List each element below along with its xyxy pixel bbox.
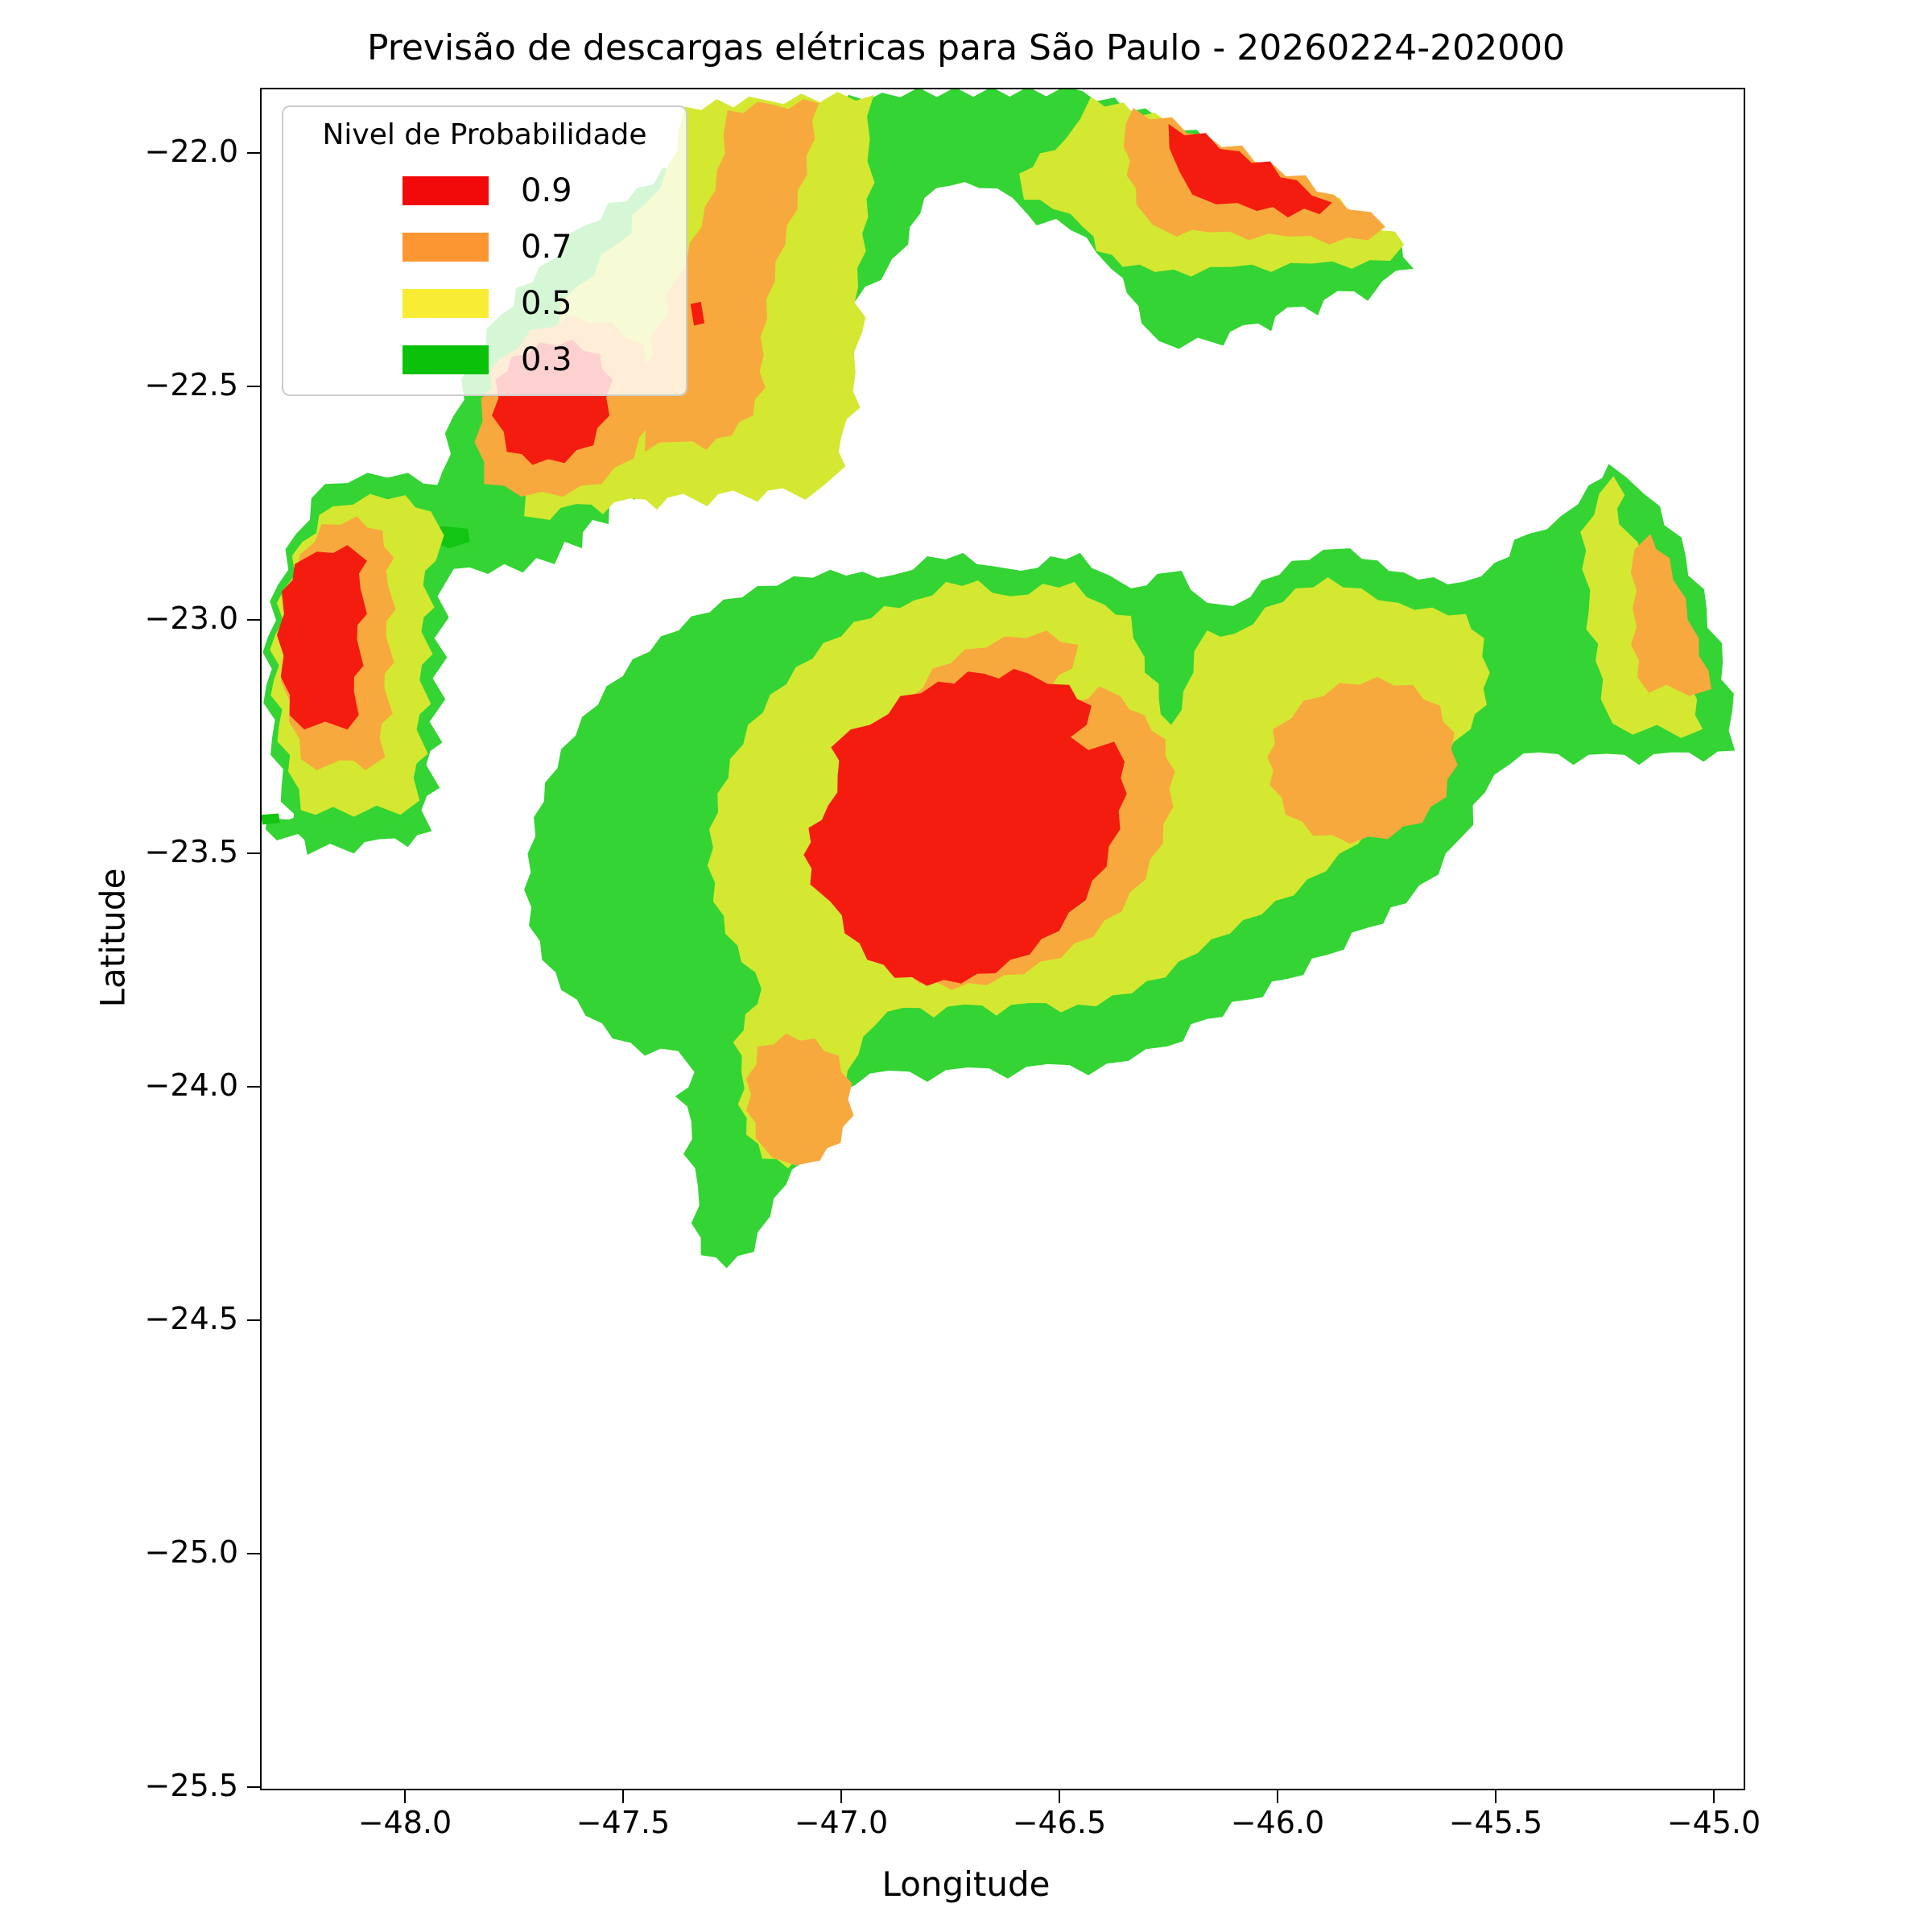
y-tick-mark [247, 151, 260, 155]
legend-item-0.9: 0.9 [283, 166, 686, 216]
y-tick-label: −22.5 [144, 367, 238, 403]
contour-region-central-east-orange [1267, 676, 1458, 844]
x-tick-label: −47.5 [576, 1805, 671, 1840]
contour-region-east-wedge-orange [1630, 534, 1711, 696]
legend-swatch-yellow [402, 289, 489, 318]
contour-region-west-strip-green [265, 811, 417, 841]
legend-title: Nivel de Probabilidade [322, 118, 647, 151]
x-tick-label: −46.5 [1012, 1805, 1107, 1840]
x-tick-label: −47.0 [794, 1805, 889, 1840]
y-tick-mark [247, 1785, 260, 1789]
contour-map [262, 89, 1736, 1269]
x-tick-label: −45.0 [1666, 1805, 1761, 1840]
y-tick-mark [247, 385, 260, 388]
contour-region-central-core-red [803, 668, 1127, 986]
contour-region-north-band-red-sliver [690, 301, 705, 326]
legend: Nivel de Probabilidade 0.9 0.7 0.5 0.3 [282, 105, 687, 396]
y-tick-mark [247, 1319, 260, 1322]
y-tick-label: −24.5 [144, 1301, 238, 1336]
y-axis-label: Latitude [93, 868, 133, 1008]
x-tick-mark [840, 1790, 843, 1803]
legend-item-label: 0.9 [521, 172, 572, 209]
x-tick-mark [1494, 1790, 1497, 1803]
y-tick-mark [247, 618, 260, 621]
y-tick-label: −25.5 [144, 1767, 238, 1803]
x-tick-mark [1276, 1790, 1279, 1803]
y-tick-label: −25.0 [144, 1534, 238, 1570]
y-tick-mark [247, 1085, 260, 1088]
legend-swatch-green [402, 345, 489, 374]
legend-swatch-red [402, 176, 489, 205]
legend-item-0.7: 0.7 [283, 222, 686, 272]
legend-item-0.3: 0.3 [283, 335, 686, 385]
page-title: Previsão de descargas elétricas para São… [366, 27, 1566, 68]
contour-region-west-cell-red [276, 545, 367, 730]
x-tick-mark [621, 1790, 625, 1803]
y-tick-label: −22.0 [144, 134, 238, 170]
x-tick-label: −48.0 [357, 1805, 452, 1840]
legend-item-label: 0.3 [521, 341, 572, 378]
plot-area [260, 88, 1745, 1790]
legend-item-label: 0.5 [521, 285, 572, 322]
legend-item-label: 0.7 [521, 229, 572, 266]
x-tick-label: −46.0 [1230, 1805, 1325, 1840]
x-tick-mark [1058, 1790, 1061, 1803]
contour-region-northeast-cell-red [1168, 123, 1332, 218]
x-axis-label: Longitude [881, 1864, 1051, 1904]
contour-region-central-southwest-orange [745, 1033, 854, 1166]
contour-region-green-overlap-sliver-2 [262, 813, 280, 825]
y-tick-mark [247, 1552, 260, 1555]
x-tick-mark [403, 1790, 407, 1803]
y-tick-mark [247, 852, 260, 855]
y-tick-label: −23.5 [144, 834, 238, 870]
y-tick-label: −24.0 [144, 1067, 238, 1104]
y-tick-label: −23.0 [144, 601, 238, 637]
x-tick-label: −45.5 [1448, 1805, 1543, 1840]
x-tick-mark [1712, 1790, 1715, 1803]
legend-swatch-orange [402, 233, 489, 262]
legend-item-0.5: 0.5 [283, 279, 686, 328]
